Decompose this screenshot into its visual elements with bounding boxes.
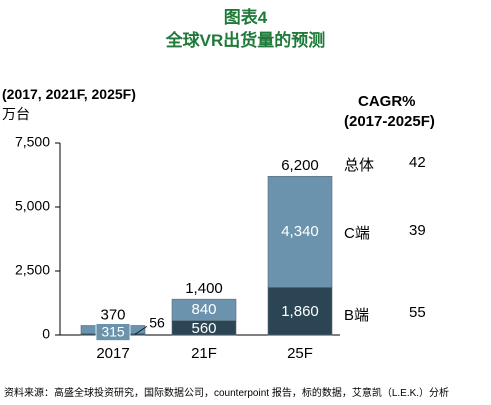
unit-label: 万台 — [2, 106, 30, 122]
total-label-2017: 370 — [100, 306, 125, 323]
cagr-value-total: 42 — [409, 154, 426, 171]
bar-25F-c — [267, 175, 333, 288]
y-tick-label-3: 7,500 — [15, 134, 50, 150]
y-tick-label-1: 2,500 — [15, 262, 50, 278]
cagr-period: (2017-2025F) — [344, 113, 435, 130]
leader-2017-b — [134, 325, 148, 335]
cagr-label-b: B端 — [344, 307, 370, 324]
cagr-label-c: C端 — [344, 225, 370, 242]
x-tick-label-2: 25F — [287, 345, 313, 362]
total-label-25F: 6,200 — [281, 157, 319, 174]
total-label-21F: 1,400 — [185, 280, 223, 297]
data-label-21F-b: 560 — [191, 320, 216, 337]
data-label-21F-c: 840 — [191, 301, 216, 318]
x-tick-label-0: 2017 — [96, 345, 129, 362]
cagr-header: CAGR% — [358, 93, 416, 110]
label-box-2017-c — [95, 323, 131, 341]
data-label-25F-b: 1,860 — [281, 303, 319, 320]
source-note: 资料来源：高盛全球投资研究，国际数据公司，counterpoint 报告，标的数… — [4, 388, 450, 399]
cagr-value-b: 55 — [409, 304, 426, 321]
bar-21F-c — [171, 298, 237, 321]
y-tick-label-2: 5,000 — [15, 198, 50, 214]
period-label: (2017, 2021F, 2025F) — [2, 86, 136, 102]
bar-25F-b — [267, 287, 333, 336]
data-label-2017-b: 56 — [149, 314, 165, 330]
x-tick-label-1: 21F — [191, 345, 217, 362]
cagr-value-c: 39 — [409, 222, 426, 239]
y-tick-label-0: 0 — [42, 326, 50, 342]
cagr-label-total: 总体 — [344, 157, 375, 174]
data-label-2017-c: 315 — [101, 323, 125, 339]
chart-title: 图表4 — [223, 8, 268, 27]
data-label-25F-c: 4,340 — [281, 223, 319, 240]
chart-subtitle: 全球VR出货量的预测 — [165, 31, 326, 50]
